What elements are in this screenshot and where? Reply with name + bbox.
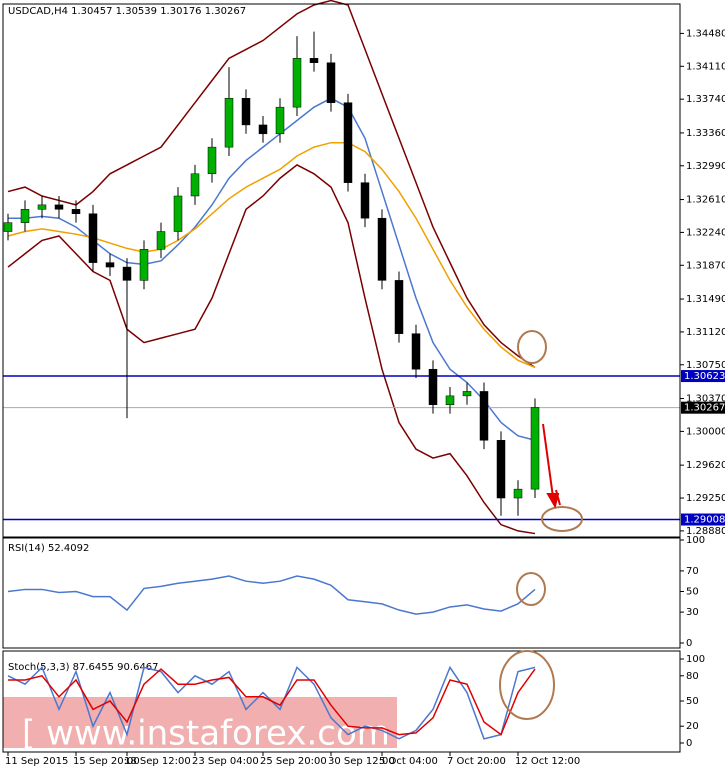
candle-body [54, 204, 64, 210]
stoch-frame [2, 650, 681, 753]
candle-body [292, 58, 302, 108]
candle-body [513, 488, 523, 499]
candle-body [88, 213, 98, 263]
candle-body [309, 58, 319, 63]
candle-body [105, 262, 115, 268]
indicator-line [7, 164, 536, 535]
candle-body [275, 106, 285, 135]
y-tick-label: 1.32990 [686, 161, 725, 172]
y-tick-label: 1.29620 [686, 460, 725, 471]
annotations [499, 330, 583, 720]
candle-body [258, 124, 268, 135]
candle-body [207, 146, 217, 175]
candle-body [394, 280, 404, 334]
main-frame [2, 3, 681, 539]
y-tick-label: 100 [686, 654, 705, 665]
y-tick-label: 50 [686, 587, 699, 598]
x-tick-label: 23 Sep 04:00 [192, 756, 259, 767]
x-tick-label: 18 Sep 12:00 [124, 756, 191, 767]
level-label-bg [681, 370, 725, 383]
rsi-frame [2, 536, 681, 649]
panel-title: RSI(14) 52.4092 [8, 543, 89, 554]
y-tick-label: 1.28880 [686, 526, 725, 537]
y-tick-label: 1.30370 [686, 394, 725, 405]
arrow [555, 489, 561, 506]
indicator-line [8, 668, 536, 736]
x-tick-label: 12 Oct 12:00 [515, 756, 580, 767]
y-tick-label: 1.31870 [686, 260, 725, 271]
y-tick-label: 1.33360 [686, 128, 725, 139]
candle-body [241, 98, 251, 126]
y-tick-label: 1.32240 [686, 227, 725, 238]
circle-annotation [516, 572, 546, 606]
candle-body [122, 266, 132, 281]
arrow-head [546, 493, 560, 509]
candle-body [360, 182, 370, 219]
candle-body [190, 173, 200, 197]
y-tick-label: 1.34110 [686, 61, 725, 72]
y-tick-label: 0 [686, 738, 692, 749]
candle-body [411, 333, 421, 370]
candle-body [479, 391, 489, 441]
x-tick-label: 30 Sep 12:00 [328, 756, 395, 767]
y-tick-label: 100 [686, 535, 705, 546]
arrows [542, 423, 561, 509]
current-price-label: 1.30267 [684, 403, 725, 414]
level-label-bg [681, 513, 725, 526]
y-tick-label: 0 [686, 638, 692, 649]
y-tick-label: 80 [686, 671, 699, 682]
x-tick-label: 11 Sep 2015 [5, 756, 68, 767]
x-tick-label: 25 Sep 20:00 [260, 756, 327, 767]
candle-body [71, 209, 81, 215]
candle-body [343, 102, 353, 183]
indicator-line [7, 0, 536, 369]
y-tick-label: 1.34480 [686, 28, 725, 39]
y-tick-label: 70 [686, 566, 699, 577]
candle-body [224, 98, 234, 148]
candle-body [496, 440, 506, 499]
y-tick-label: 1.31120 [686, 327, 725, 338]
circle-annotation [499, 650, 555, 720]
candle-body [462, 391, 472, 397]
candle-body [3, 222, 13, 232]
panel-title: Stoch(5,3,3) 87.6455 90.6467 [8, 662, 159, 673]
candle-body [139, 249, 149, 281]
circle-annotation [541, 506, 583, 532]
arrow [542, 423, 554, 498]
candle-body [530, 407, 540, 490]
watermark: [ www.instaforex.com ] [22, 714, 414, 754]
candle-body [173, 195, 183, 232]
panel-title: USDCAD,H4 1.30457 1.30539 1.30176 1.3026… [8, 6, 246, 17]
current-price-bg [681, 401, 725, 414]
indicator-line [7, 575, 536, 615]
y-tick-label: 30 [686, 607, 699, 618]
level-label: 1.29008 [684, 515, 725, 526]
candle-body [326, 62, 336, 103]
candle-body [20, 209, 30, 223]
x-tick-label: 5 Oct 04:00 [379, 756, 438, 767]
y-tick-label: 1.31490 [686, 294, 725, 305]
y-tick-label: 20 [686, 721, 699, 732]
candle-body [37, 204, 47, 210]
candle-body [156, 231, 166, 250]
x-tick-label: 7 Oct 20:00 [447, 756, 506, 767]
y-tick-label: 50 [686, 696, 699, 707]
candle-body [445, 395, 455, 406]
x-tick-label: 15 Sep 20:00 [73, 756, 140, 767]
candle-body [428, 368, 438, 406]
y-tick-label: 1.30750 [686, 360, 725, 371]
y-tick-label: 1.33740 [686, 94, 725, 105]
candle-body [377, 217, 387, 281]
plots: USDCAD,H4 1.30457 1.30539 1.30176 1.3026… [3, 0, 725, 767]
level-label: 1.30623 [684, 371, 725, 382]
circle-annotation [517, 330, 547, 364]
y-tick-label: 1.30000 [686, 426, 725, 437]
y-tick-label: 1.32610 [686, 195, 725, 206]
y-tick-label: 1.29250 [686, 493, 725, 504]
